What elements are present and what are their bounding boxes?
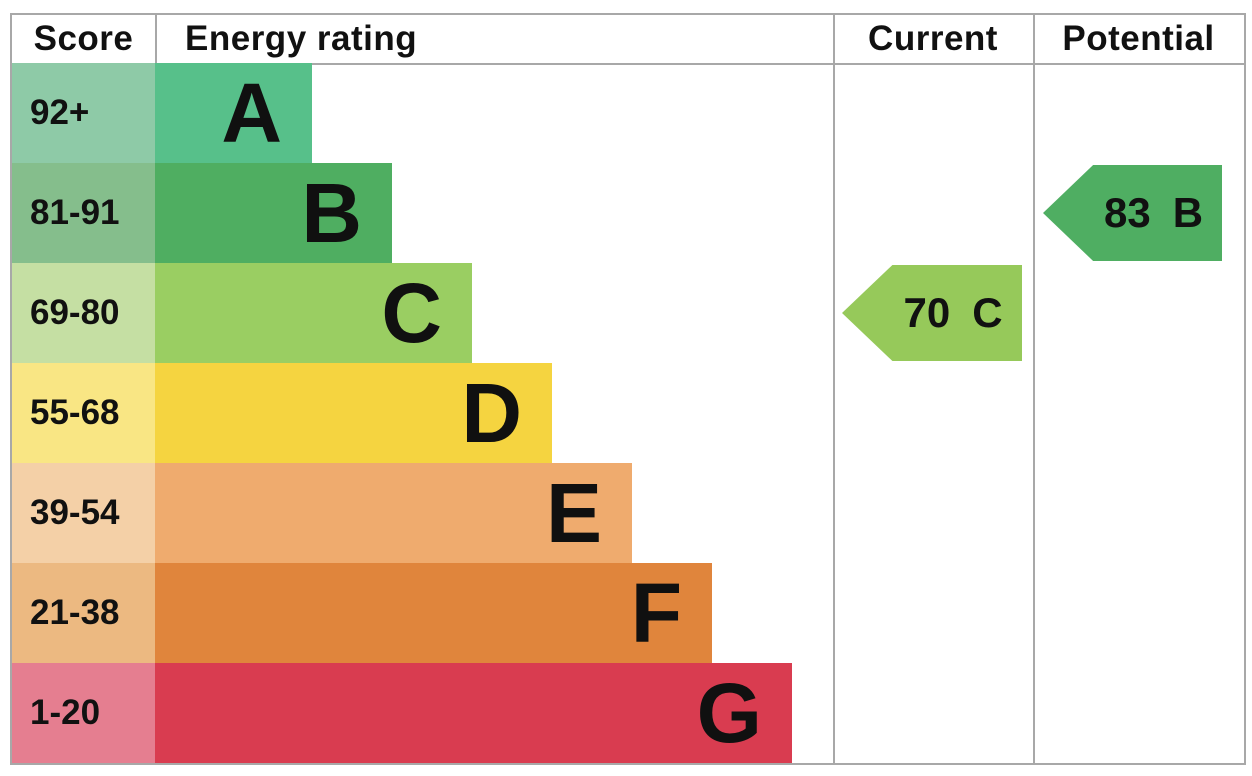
score-range-label: 1-20 xyxy=(30,693,101,732)
current-band-letter: C xyxy=(972,289,1003,336)
score-cell: 55-68 xyxy=(12,363,155,463)
band-letter: A xyxy=(221,66,282,160)
score-cell: 39-54 xyxy=(12,463,155,563)
potential-header-label: Potential xyxy=(1062,19,1215,58)
band-bar: B xyxy=(155,163,392,263)
band-bar: F xyxy=(155,563,712,663)
band-bar: E xyxy=(155,463,632,563)
potential-column-divider xyxy=(1033,15,1035,763)
potential-score-value: 83 xyxy=(1103,189,1151,236)
score-range-label: 39-54 xyxy=(30,493,120,532)
band-row-e: 39-54 E xyxy=(12,463,1244,563)
score-range-label: 55-68 xyxy=(30,393,120,432)
score-cell: 92+ xyxy=(12,63,155,163)
band-bar: D xyxy=(155,363,552,463)
current-score-value: 70 xyxy=(903,289,951,336)
score-cell: 81-91 xyxy=(12,163,155,263)
current-column-header: Current xyxy=(833,15,1033,63)
energy-rating-column-header: Energy rating xyxy=(157,15,861,63)
band-letter: C xyxy=(381,266,442,360)
score-range-label: 21-38 xyxy=(30,593,120,632)
band-row-a: 92+ A xyxy=(12,63,1244,163)
band-bar: A xyxy=(155,63,312,163)
header-divider-line xyxy=(12,63,1244,65)
band-row-f: 21-38 F xyxy=(12,563,1244,663)
band-letter: G xyxy=(696,666,762,760)
current-column-divider xyxy=(833,15,835,763)
potential-column-header: Potential xyxy=(1033,15,1244,63)
band-bar: G xyxy=(155,663,792,763)
band-letter: F xyxy=(630,566,682,660)
score-range-label: 92+ xyxy=(30,93,90,132)
band-letter: E xyxy=(545,466,602,560)
band-letter: D xyxy=(461,366,522,460)
current-header-label: Current xyxy=(868,19,998,58)
band-row-d: 55-68 D xyxy=(12,363,1244,463)
score-range-label: 81-91 xyxy=(30,193,120,232)
band-row-b: 81-91 B xyxy=(12,163,1244,263)
score-cell: 1-20 xyxy=(12,663,155,763)
score-cell: 69-80 xyxy=(12,263,155,363)
energy-rating-header-label: Energy rating xyxy=(185,19,418,58)
score-range-label: 69-80 xyxy=(30,293,120,332)
epc-table: Score Energy rating Current Potential 92… xyxy=(10,13,1246,765)
band-bar: C xyxy=(155,263,472,363)
band-row-g: 1-20 G xyxy=(12,663,1244,763)
score-column-header: Score xyxy=(12,15,157,63)
score-header-label: Score xyxy=(33,19,134,58)
score-cell: 21-38 xyxy=(12,563,155,663)
band-row-c: 69-80 C xyxy=(12,263,1244,363)
band-letter: B xyxy=(301,166,362,260)
potential-band-letter: B xyxy=(1172,189,1204,236)
